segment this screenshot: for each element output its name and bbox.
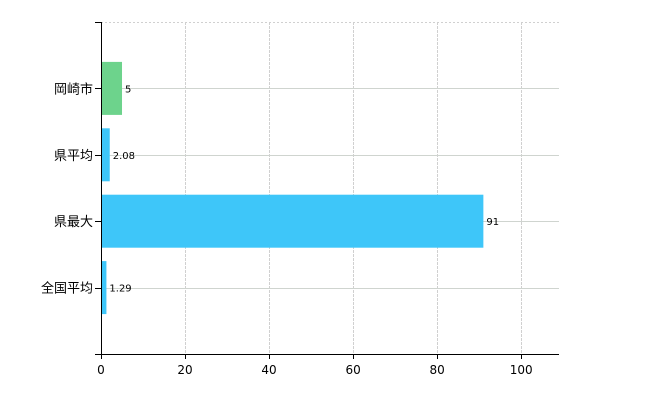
data-label: 1.29 — [109, 284, 131, 295]
bar — [101, 194, 484, 248]
x-tick-label: 0 — [97, 363, 105, 377]
data-label: 5 — [125, 84, 131, 95]
y-tick-label: 県最大 — [54, 215, 93, 230]
x-tick-label: 100 — [510, 363, 533, 377]
bar — [101, 61, 123, 115]
x-tick-label: 60 — [345, 363, 360, 377]
bar — [101, 128, 110, 182]
x-tick-label: 40 — [261, 363, 276, 377]
data-label: 2.08 — [113, 151, 135, 162]
bar — [101, 261, 107, 315]
y-tick-label: 岡崎市 — [54, 81, 93, 97]
x-tick-label: 20 — [177, 363, 192, 377]
y-tick-label: 全国平均 — [41, 281, 93, 297]
data-label: 91 — [486, 217, 499, 228]
x-tick-label: 80 — [430, 363, 445, 377]
y-tick-label: 県平均 — [54, 149, 93, 164]
